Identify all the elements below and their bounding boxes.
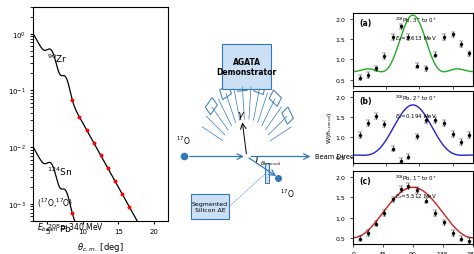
FancyBboxPatch shape xyxy=(222,45,271,90)
Polygon shape xyxy=(254,82,265,95)
Text: (a): (a) xyxy=(359,19,371,28)
Polygon shape xyxy=(237,81,247,92)
Text: $^{17}$O: $^{17}$O xyxy=(280,187,295,199)
Text: $^{208}$Pb, 2$^{+}$ to 0$^{+}$: $^{208}$Pb, 2$^{+}$ to 0$^{+}$ xyxy=(395,93,437,102)
Text: Segmented
Silicon ΔE: Segmented Silicon ΔE xyxy=(192,201,228,212)
Text: $E_x$=2.613 MeV: $E_x$=2.613 MeV xyxy=(395,34,437,43)
Text: $^{17}$O: $^{17}$O xyxy=(176,135,191,147)
Text: $^{208}$Pb: $^{208}$Pb xyxy=(47,221,73,234)
Text: Beam Direction: Beam Direction xyxy=(315,154,366,160)
Text: $\theta_{r,recoil}$: $\theta_{r,recoil}$ xyxy=(260,159,282,167)
Y-axis label: Ratio to Rutherford: Ratio to Rutherford xyxy=(0,74,2,154)
Text: ($^{17}$O,$^{17}$O): ($^{17}$O,$^{17}$O) xyxy=(36,196,73,210)
X-axis label: $\theta_{c.m.}$ [deg]: $\theta_{c.m.}$ [deg] xyxy=(77,240,124,253)
Text: $^{208}$Pb, 1$^{-}$ to 0$^{+}$: $^{208}$Pb, 1$^{-}$ to 0$^{+}$ xyxy=(395,173,437,182)
Text: (b): (b) xyxy=(359,97,372,105)
Y-axis label: W($\theta_{r,recoil}$): W($\theta_{r,recoil}$) xyxy=(326,112,334,144)
Text: $E_x$=5.512 MeV: $E_x$=5.512 MeV xyxy=(395,192,437,201)
Text: AGATA
Demonstrator: AGATA Demonstrator xyxy=(217,58,277,77)
Text: $^{208}$Pb, 3$^{-}$ to 0$^{+}$: $^{208}$Pb, 3$^{-}$ to 0$^{+}$ xyxy=(395,15,437,24)
Text: $E_{beam}$ = 340 MeV: $E_{beam}$ = 340 MeV xyxy=(36,221,104,233)
Polygon shape xyxy=(205,98,218,115)
Text: $^{124}$Sn: $^{124}$Sn xyxy=(47,165,73,177)
Text: (c): (c) xyxy=(359,177,371,185)
FancyBboxPatch shape xyxy=(264,163,269,183)
FancyBboxPatch shape xyxy=(191,194,229,219)
Text: $^{90}$Zr: $^{90}$Zr xyxy=(47,52,68,65)
Polygon shape xyxy=(269,90,282,107)
Text: $\gamma$: $\gamma$ xyxy=(237,110,245,122)
Polygon shape xyxy=(219,85,231,100)
Polygon shape xyxy=(282,108,293,125)
Text: $E_x$=0.194 MeV: $E_x$=0.194 MeV xyxy=(395,112,437,121)
